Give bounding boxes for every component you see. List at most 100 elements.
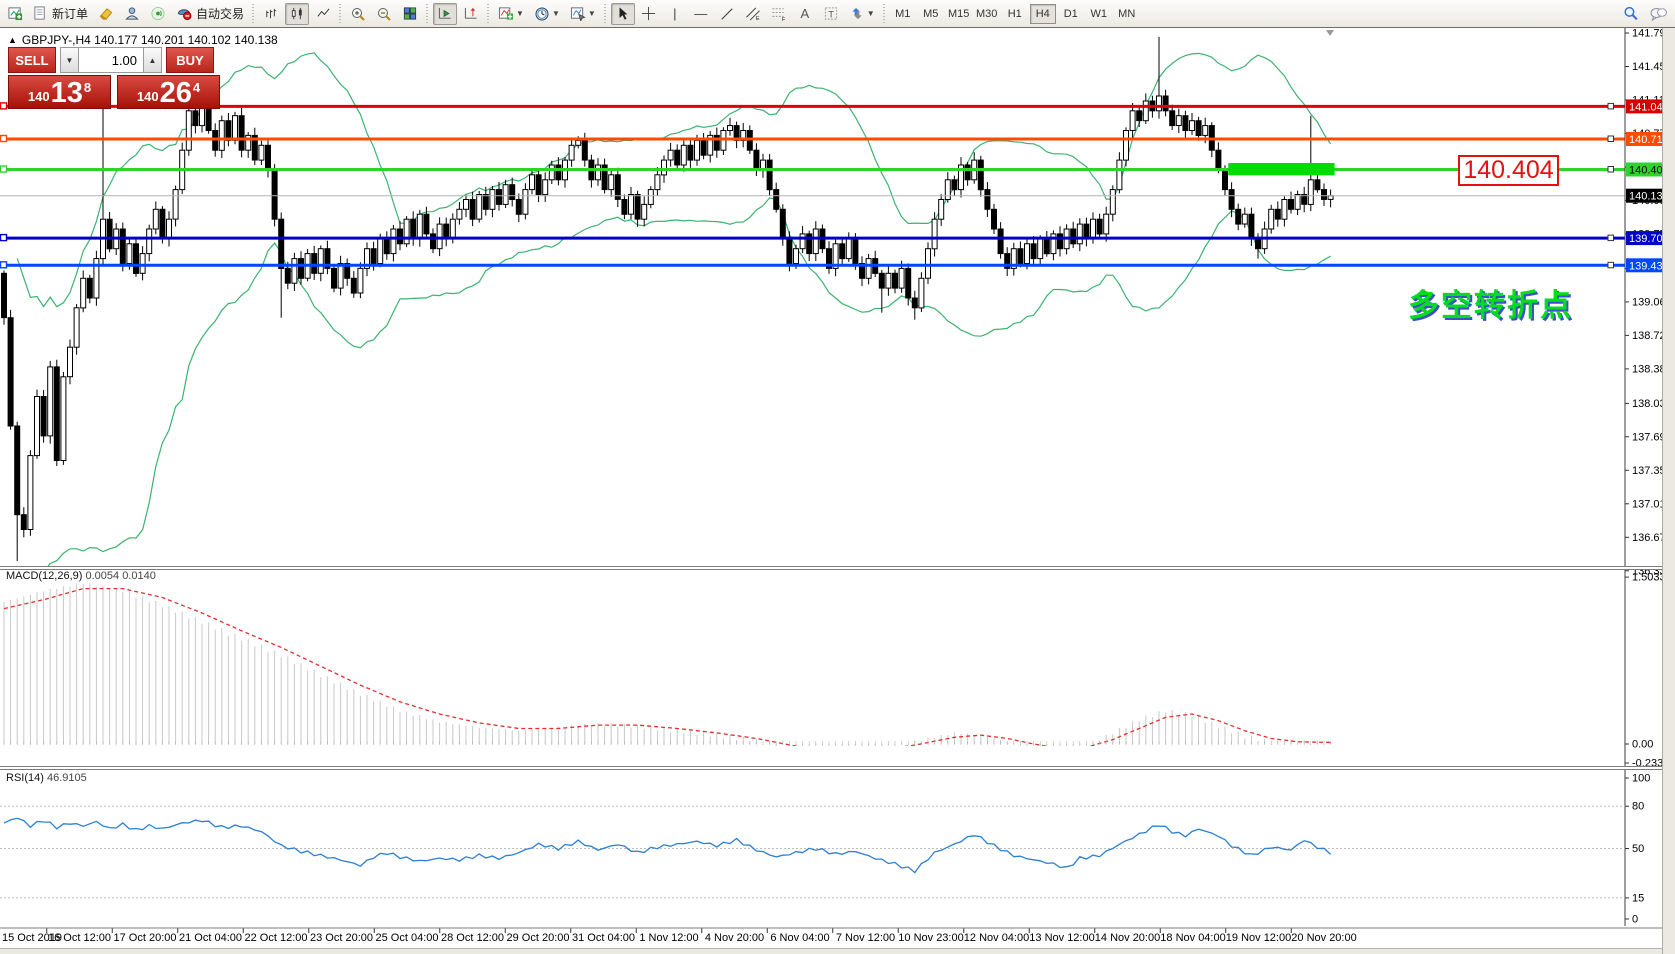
text-label-tool-button[interactable]: T bbox=[819, 3, 843, 25]
hline-left-handle bbox=[0, 134, 8, 143]
svg-text:13 Nov 12:00: 13 Nov 12:00 bbox=[1029, 932, 1094, 944]
new-order-button[interactable]: 新订单 bbox=[29, 3, 92, 25]
fibonacci-tool-button[interactable]: F bbox=[767, 3, 791, 25]
chart-window-icon[interactable] bbox=[3, 3, 27, 25]
timeframe-button-m30[interactable]: M30 bbox=[976, 7, 998, 20]
svg-text:4 Nov 20:00: 4 Nov 20:00 bbox=[705, 932, 764, 944]
timeframe-button-h1[interactable]: H1 bbox=[1007, 7, 1022, 20]
svg-text:E: E bbox=[756, 16, 760, 21]
rsi-line bbox=[3, 817, 1332, 874]
pane-divider-rsi[interactable] bbox=[0, 766, 1662, 770]
timeframe-button-w1[interactable]: W1 bbox=[1090, 7, 1107, 20]
svg-text:138.720: 138.720 bbox=[1632, 330, 1672, 342]
svg-text:137.690: 137.690 bbox=[1632, 431, 1672, 443]
hline-right-handle bbox=[1607, 261, 1614, 269]
timeframe-button-m1[interactable]: M1 bbox=[895, 7, 911, 20]
svg-text:15 Oct 2019: 15 Oct 2019 bbox=[2, 932, 62, 944]
bar-chart-button[interactable] bbox=[259, 3, 283, 25]
indicators-button[interactable]: ▼ bbox=[494, 3, 528, 25]
green-highlight-box bbox=[1228, 163, 1335, 176]
volume-increase-button[interactable]: ▲ bbox=[143, 47, 162, 73]
svg-text:80: 80 bbox=[1632, 801, 1644, 813]
svg-text:12 Nov 04:00: 12 Nov 04:00 bbox=[964, 932, 1029, 944]
auto-scroll-button[interactable] bbox=[433, 2, 458, 25]
collapse-triangle-icon[interactable]: ▲ bbox=[8, 35, 17, 45]
svg-text:0: 0 bbox=[1632, 914, 1638, 926]
timeframe-button-m5[interactable]: M5 bbox=[923, 7, 939, 20]
svg-text:136.670: 136.670 bbox=[1632, 532, 1672, 544]
toolbar-grip bbox=[425, 3, 431, 24]
chat-icon[interactable] bbox=[1645, 3, 1672, 25]
volume-input[interactable] bbox=[79, 47, 143, 73]
candlestick-chart-button[interactable] bbox=[285, 2, 310, 25]
toolbar-grip bbox=[881, 3, 887, 24]
price-tag bbox=[1626, 162, 1666, 177]
svg-text:139.708: 139.708 bbox=[1629, 233, 1669, 245]
channel-tool-button[interactable]: E bbox=[741, 3, 765, 25]
svg-text:141.450: 141.450 bbox=[1632, 61, 1672, 73]
svg-text:10 Nov 23:00: 10 Nov 23:00 bbox=[898, 932, 963, 944]
zoom-in-button[interactable] bbox=[346, 3, 370, 25]
macd-histogram bbox=[3, 583, 1332, 746]
svg-text:6 Nov 04:00: 6 Nov 04:00 bbox=[770, 932, 829, 944]
hline-left-handle bbox=[0, 102, 8, 110]
buy-price-base: 140 bbox=[136, 89, 159, 104]
svg-text:139.060: 139.060 bbox=[1632, 296, 1672, 308]
line-chart-button[interactable] bbox=[311, 3, 335, 25]
timeframe-button-d1[interactable]: D1 bbox=[1063, 7, 1078, 20]
eraser-icon[interactable] bbox=[94, 3, 118, 25]
sell-price-big: 13 bbox=[50, 77, 83, 109]
svg-text:16 Oct 12:00: 16 Oct 12:00 bbox=[48, 932, 111, 944]
buy-price-big: 26 bbox=[159, 77, 192, 109]
svg-text:138.380: 138.380 bbox=[1632, 363, 1672, 375]
timeframe-button-mn[interactable]: MN bbox=[1118, 7, 1136, 20]
sell-button[interactable]: SELL bbox=[8, 47, 56, 73]
chart-window[interactable]: 141.790141.450141.110140.770140.430140.0… bbox=[0, 28, 1675, 954]
svg-text:1 Nov 12:00: 1 Nov 12:00 bbox=[639, 932, 698, 944]
expert-advisor-icon[interactable] bbox=[120, 3, 144, 25]
vertical-line-tool-button[interactable]: | bbox=[673, 6, 677, 21]
svg-text:20 Nov 20:00: 20 Nov 20:00 bbox=[1291, 932, 1356, 944]
price-annotation-box[interactable]: 140.404 bbox=[1458, 155, 1559, 186]
text-tool-button[interactable]: A bbox=[800, 6, 810, 21]
buy-price-pip: 4 bbox=[192, 80, 201, 95]
hline-right-handle bbox=[1607, 166, 1614, 173]
buy-button[interactable]: BUY bbox=[166, 47, 214, 73]
dropdown-arrow-icon: ▼ bbox=[516, 9, 524, 18]
buy-price-display[interactable]: 140 26 4 bbox=[117, 75, 220, 109]
templates-button[interactable]: ▼ bbox=[566, 3, 600, 25]
chart-shift-button[interactable] bbox=[459, 3, 483, 25]
arrows-tool-button[interactable]: ▼ bbox=[845, 3, 879, 25]
price-tag bbox=[1626, 258, 1666, 273]
crosshair-tool-button[interactable] bbox=[637, 3, 661, 25]
auto-trading-button[interactable]: 自动交易 bbox=[172, 3, 248, 25]
chart-shift-marker-icon bbox=[1326, 30, 1334, 36]
toolbar-grip bbox=[486, 3, 492, 24]
svg-text:140.404: 140.404 bbox=[1629, 165, 1669, 177]
dropdown-arrow-icon: ▼ bbox=[866, 9, 875, 18]
zoom-out-button[interactable] bbox=[372, 3, 396, 25]
hline-right-handle bbox=[1607, 135, 1614, 142]
sell-price-display[interactable]: 140 13 8 bbox=[8, 75, 111, 109]
svg-text:141.045: 141.045 bbox=[1629, 101, 1669, 113]
svg-text:19 Nov 12:00: 19 Nov 12:00 bbox=[1226, 932, 1291, 944]
svg-text:28 Oct 12:00: 28 Oct 12:00 bbox=[441, 932, 504, 944]
tile-windows-button[interactable] bbox=[398, 3, 422, 25]
volume-decrease-button[interactable]: ▼ bbox=[60, 47, 79, 73]
pane-divider-macd[interactable] bbox=[0, 566, 1662, 570]
signal-icon[interactable] bbox=[146, 3, 170, 25]
svg-text:F: F bbox=[782, 17, 786, 21]
search-icon[interactable] bbox=[1618, 3, 1643, 25]
cursor-tool-button[interactable] bbox=[610, 2, 635, 25]
timeframe-button-m15[interactable]: M15 bbox=[948, 7, 970, 20]
svg-text:50: 50 bbox=[1632, 843, 1644, 855]
timeframe-group: M1 M5 M15 M30 H1 H4 D1 W1 MN bbox=[889, 3, 1141, 24]
trendline-tool-button[interactable] bbox=[715, 3, 739, 25]
pivot-annotation-text[interactable]: 多空转折点 bbox=[1408, 288, 1573, 323]
timeframe-button-h4[interactable]: H4 bbox=[1029, 3, 1056, 24]
svg-text:0.00: 0.00 bbox=[1632, 739, 1653, 751]
bottom-edge-strip bbox=[0, 948, 1662, 954]
periods-clock-button[interactable]: ▼ bbox=[530, 3, 564, 25]
horizontal-line-tool-button[interactable]: — bbox=[694, 6, 708, 21]
